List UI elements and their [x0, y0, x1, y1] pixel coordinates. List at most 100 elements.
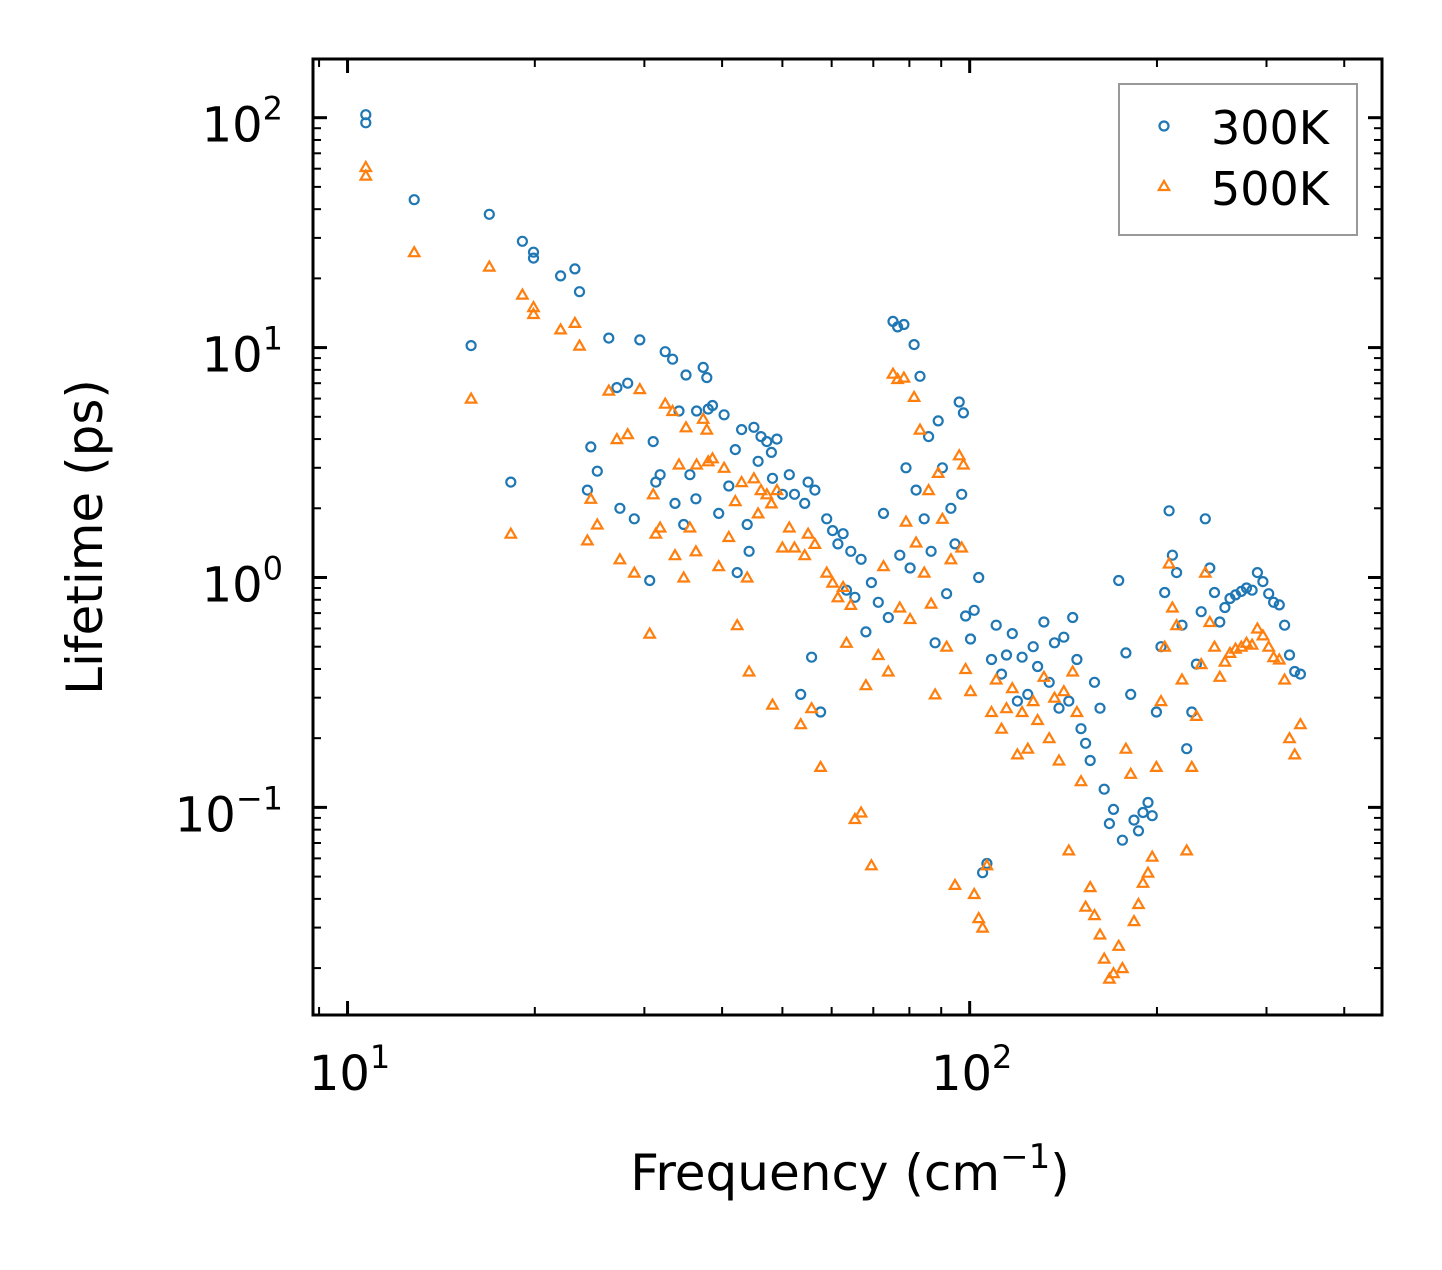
point-500k-5: [503, 526, 518, 539]
point-300k-49: [761, 436, 773, 448]
point-300k-54: [783, 469, 795, 481]
point-500k-87: [927, 687, 943, 700]
point-500k-46: [746, 471, 762, 484]
point-500k-89: [935, 511, 950, 524]
point-300k-55: [788, 488, 801, 500]
point-300k-2: [408, 194, 420, 206]
point-500k-166: [1293, 717, 1308, 730]
point-300k-87: [929, 637, 941, 649]
point-500k-88: [931, 465, 946, 478]
point-500k-63: [825, 575, 840, 588]
point-300k-142: [1170, 566, 1183, 579]
point-500k-98: [967, 886, 982, 900]
point-500k-138: [1153, 693, 1169, 707]
point-300k-5: [505, 476, 517, 488]
point-300k-129: [1116, 834, 1129, 846]
point-300k-12: [581, 484, 594, 496]
point-500k-134: [1135, 875, 1151, 888]
point-300k-112: [1038, 616, 1050, 628]
legend-marker-500k: [1156, 178, 1172, 192]
point-300k-125: [1098, 783, 1110, 795]
point-300k-77: [894, 549, 906, 561]
point-500k-96: [958, 661, 973, 675]
point-500k-21: [642, 626, 657, 639]
point-300k-110: [1027, 641, 1039, 653]
point-500k-22: [646, 487, 661, 500]
point-500k-49: [759, 487, 774, 500]
point-500k-146: [1189, 708, 1204, 722]
point-500k-73: [876, 559, 891, 572]
point-500k-53: [775, 540, 790, 553]
point-300k-107: [1011, 695, 1024, 707]
point-500k-110: [1026, 693, 1041, 707]
point-300k-32: [690, 493, 702, 505]
point-500k-31: [682, 520, 698, 533]
point-500k-124: [1092, 927, 1108, 940]
point-500k-151: [1212, 669, 1227, 682]
point-500k-125: [1097, 951, 1112, 964]
point-300k-40: [723, 480, 735, 492]
point-300k-59: [805, 651, 818, 663]
point-300k-128: [1113, 574, 1125, 587]
point-500k-33: [689, 457, 704, 470]
point-500k-74: [881, 664, 896, 677]
point-500k-159: [1255, 628, 1271, 641]
point-500k-2: [407, 245, 422, 258]
point-500k-23: [648, 526, 663, 539]
point-500k-34: [696, 411, 711, 424]
point-500k-141: [1165, 600, 1180, 613]
point-300k-106: [1006, 627, 1018, 640]
point-500k-156: [1239, 635, 1254, 648]
point-300k-83: [914, 370, 926, 382]
point-500k-94: [954, 540, 969, 553]
point-300k-98: [968, 604, 980, 616]
point-500k-145: [1184, 759, 1199, 773]
point-500k-80: [902, 611, 918, 625]
point-500k-50: [764, 496, 779, 509]
point-300k-95: [957, 407, 970, 419]
scatter-points: [358, 109, 1308, 984]
point-500k-118: [1065, 664, 1080, 677]
point-500k-27: [667, 548, 683, 561]
point-500k-143: [1174, 672, 1190, 685]
point-300k-109: [1022, 688, 1034, 701]
y-axis-label: Lifetime (ps): [56, 379, 114, 695]
point-300k-4: [483, 208, 495, 220]
point-300k-151: [1214, 616, 1226, 628]
point-300k-140: [1163, 505, 1175, 517]
point-500k-101: [979, 858, 995, 871]
point-300k-46: [748, 421, 760, 433]
point-500k-13: [583, 491, 598, 504]
point-300k-31: [684, 469, 696, 481]
legend: 300K 500K: [1118, 83, 1358, 236]
point-300k-25: [659, 346, 671, 358]
point-500k-128: [1111, 938, 1126, 951]
point-500k-103: [989, 672, 1004, 685]
point-500k-147: [1194, 656, 1209, 670]
point-500k-86: [923, 596, 939, 609]
point-300k-124: [1094, 702, 1106, 714]
point-500k-44: [740, 570, 755, 583]
point-500k-56: [793, 717, 808, 730]
point-300k-34: [697, 361, 709, 373]
point-300k-76: [891, 321, 904, 333]
point-300k-22: [647, 436, 659, 448]
point-300k-72: [872, 596, 884, 608]
point-500k-115: [1051, 753, 1067, 766]
point-500k-12: [580, 533, 595, 546]
point-300k-148: [1199, 513, 1211, 525]
point-300k-78: [898, 318, 910, 331]
point-500k-91: [943, 552, 959, 565]
point-300k-133: [1132, 825, 1145, 837]
point-500k-16: [609, 431, 625, 445]
point-300k-135: [1142, 796, 1154, 809]
point-300k-152: [1219, 601, 1231, 614]
point-300k-122: [1084, 754, 1096, 767]
point-300k-73: [877, 507, 890, 520]
point-500k-18: [620, 427, 635, 440]
point-500k-136: [1145, 849, 1160, 862]
point-500k-97: [963, 684, 978, 697]
point-300k-15: [603, 332, 615, 344]
point-500k-52: [769, 482, 785, 496]
